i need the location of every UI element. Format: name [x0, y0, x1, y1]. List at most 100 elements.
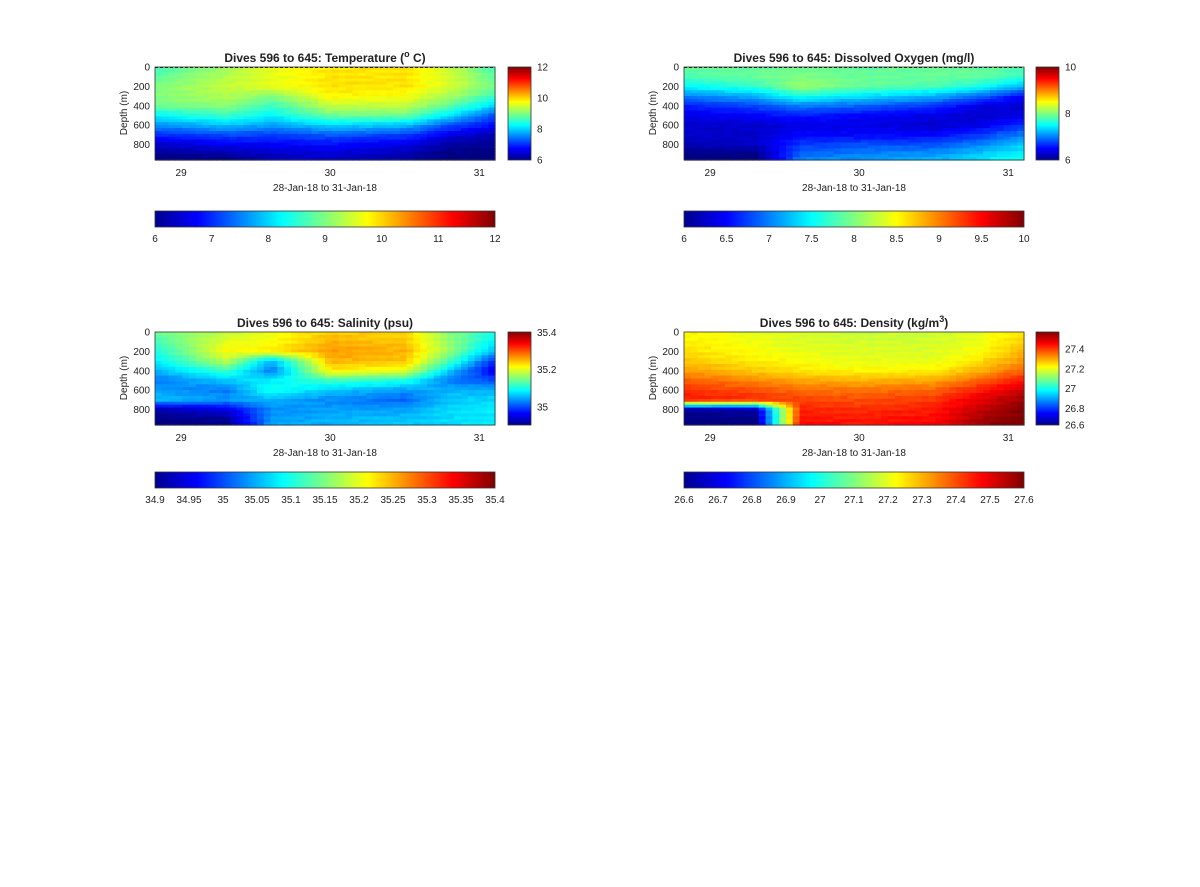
- heatmap-cell: [867, 145, 875, 149]
- heatmap-cell: [847, 67, 855, 71]
- heatmap-cell: [291, 101, 299, 106]
- heatmap-cell: [291, 375, 299, 380]
- heatmap-cell: [365, 413, 374, 417]
- heatmap-cell: [745, 151, 753, 155]
- heatmap-cell: [325, 334, 333, 339]
- heatmap-cell: [488, 67, 496, 71]
- heatmap-cell: [209, 413, 217, 417]
- heatmap-cell: [331, 355, 340, 359]
- heatmap-cell: [935, 98, 943, 103]
- heatmap-cell: [854, 119, 862, 123]
- heatmap-cell: [854, 101, 862, 106]
- heatmap-cell: [406, 401, 414, 406]
- heatmap-cell: [854, 125, 862, 129]
- heatmap-cell: [874, 157, 882, 161]
- heatmap-cell: [461, 416, 469, 420]
- heatmap-cell: [318, 154, 326, 158]
- heatmap-cell: [277, 398, 285, 403]
- heatmap-cell: [488, 363, 496, 368]
- heatmap-cell: [263, 125, 272, 129]
- heatmap-cell: [826, 157, 835, 161]
- heatmap-cell: [331, 148, 340, 152]
- heatmap-cell: [901, 142, 909, 147]
- heatmap-cell: [461, 157, 469, 161]
- heatmap-cell: [690, 157, 699, 161]
- heatmap-cell: [284, 133, 292, 138]
- heatmap-cell: [352, 395, 360, 400]
- heatmap-cell: [758, 67, 767, 71]
- heatmap-cell: [976, 148, 984, 152]
- heatmap-cell: [724, 116, 733, 120]
- heatmap-cell: [697, 75, 705, 80]
- heatmap-cell: [345, 352, 353, 356]
- heatmap-cell: [433, 390, 442, 394]
- heatmap-cell: [684, 130, 692, 135]
- heatmap-cell: [393, 346, 401, 351]
- heatmap-cell: [738, 72, 746, 77]
- heatmap-cell: [202, 122, 210, 126]
- heatmap-cell: [697, 136, 705, 141]
- heatmap-cell: [806, 93, 814, 97]
- heatmap-cell: [202, 358, 210, 362]
- heatmap-cell: [413, 90, 421, 94]
- heatmap-cell: [229, 378, 238, 383]
- heatmap-cell: [427, 349, 435, 353]
- heatmap-cell: [420, 72, 428, 77]
- heatmap-cell: [331, 410, 340, 414]
- heatmap-cell: [779, 133, 787, 138]
- heatmap-cell: [236, 352, 244, 356]
- heatmap-cell: [447, 101, 455, 106]
- heatmap-cell: [406, 104, 414, 109]
- heatmap-cell: [216, 361, 224, 365]
- heatmap-cell: [467, 349, 476, 353]
- heatmap-cell: [277, 142, 285, 147]
- heatmap-cell: [956, 110, 964, 115]
- heatmap-cell: [325, 343, 333, 348]
- heatmap-cell: [711, 98, 719, 103]
- heatmap-cell: [250, 84, 258, 88]
- heatmap-cell: [216, 93, 224, 97]
- heatmap-cell: [1010, 139, 1018, 144]
- heatmap-cell: [752, 84, 760, 88]
- heatmap-cell: [799, 110, 807, 115]
- heatmap-cell: [949, 151, 957, 155]
- heatmap-cell: [189, 119, 197, 123]
- heatmap-cell: [229, 133, 238, 138]
- bottom-colorbar-tick: 35.35: [448, 495, 473, 506]
- heatmap-cell: [922, 96, 930, 100]
- heatmap-cell: [304, 390, 312, 394]
- heatmap-cell: [297, 90, 306, 94]
- heatmap-cell: [277, 154, 285, 158]
- heatmap-cell: [352, 340, 360, 345]
- heatmap-cell: [195, 381, 204, 385]
- heatmap-cell: [379, 387, 387, 391]
- heatmap-cell: [922, 81, 930, 86]
- heatmap-cell: [799, 157, 807, 161]
- heatmap-cell: [202, 72, 210, 77]
- heatmap-cell: [202, 133, 210, 138]
- heatmap-cell: [949, 154, 957, 158]
- heatmap-cell: [684, 119, 692, 123]
- bottom-colorbar-gradient: [154, 471, 496, 489]
- heatmap-cell: [976, 122, 984, 126]
- heatmap-cell: [427, 398, 435, 403]
- heatmap-cell: [413, 98, 421, 103]
- x-axis: 29 30 31 28-Jan-18 to 31-Jan-18: [176, 168, 486, 194]
- heatmap-cell: [724, 151, 733, 155]
- heatmap-cell: [990, 75, 998, 80]
- heatmap-cell: [684, 372, 692, 377]
- heatmap-cell: [467, 148, 476, 152]
- heatmap-cell: [236, 107, 244, 112]
- heatmap-cell: [711, 93, 719, 97]
- heatmap-cell: [386, 69, 394, 74]
- heatmap-cell: [277, 332, 285, 336]
- heatmap-cell: [318, 378, 326, 383]
- heatmap-cell: [983, 84, 991, 88]
- heatmap-cell: [976, 154, 984, 158]
- heatmap-cell: [236, 334, 244, 339]
- heatmap-cell: [379, 410, 387, 414]
- heatmap-cell: [338, 75, 346, 80]
- heatmap-cell: [765, 93, 773, 97]
- heatmap-cell: [209, 157, 217, 161]
- heatmap-cell: [488, 413, 496, 417]
